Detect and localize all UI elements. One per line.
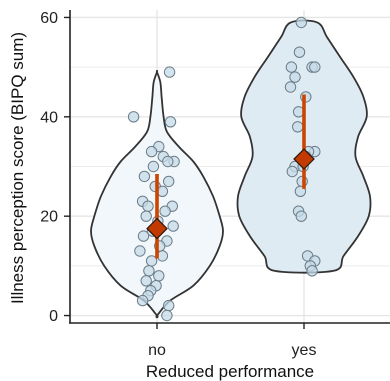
summary-markers [146, 94, 315, 259]
data-point [137, 230, 150, 242]
data-point [140, 210, 152, 222]
x-tick-label: no [148, 342, 166, 359]
data-point [159, 205, 171, 217]
x-tick-label: yes [292, 342, 317, 359]
data-point [145, 145, 158, 158]
mean-marker-no [146, 217, 168, 240]
data-point [162, 155, 174, 168]
data-point [153, 270, 165, 282]
data-point [167, 220, 179, 232]
data-point [309, 61, 321, 73]
data-point [306, 265, 318, 277]
data-point [161, 309, 173, 322]
data-point [147, 160, 160, 173]
y-tick-label: 20 [40, 209, 58, 226]
data-point [163, 299, 175, 312]
data-point [295, 16, 307, 29]
data-point [163, 66, 176, 78]
data-point [140, 275, 152, 287]
y-tick-label: 40 [40, 109, 58, 126]
data-point [284, 81, 297, 93]
data-point [134, 245, 146, 257]
mean-marker-yes [293, 148, 315, 170]
data-point [127, 111, 140, 123]
data-point [143, 265, 155, 277]
y-tick-label: 60 [40, 10, 58, 27]
ticks: 0 20 40 60 no yes [40, 10, 316, 359]
x-axis-title: Reduced performance [146, 362, 314, 381]
data-point [164, 116, 177, 128]
axes [69, 10, 390, 324]
data-point [289, 71, 301, 83]
y-axis-title: Illness perception score (BIPQ sum) [8, 32, 27, 304]
data-point [292, 121, 304, 133]
data-point [293, 46, 306, 58]
data-point [295, 210, 307, 222]
y-tick-label: 0 [49, 308, 58, 325]
data-point [286, 165, 298, 178]
data-point [285, 61, 298, 73]
data-point [138, 170, 151, 183]
data-point [142, 200, 154, 212]
data-point [163, 175, 175, 188]
data-point [136, 294, 149, 307]
